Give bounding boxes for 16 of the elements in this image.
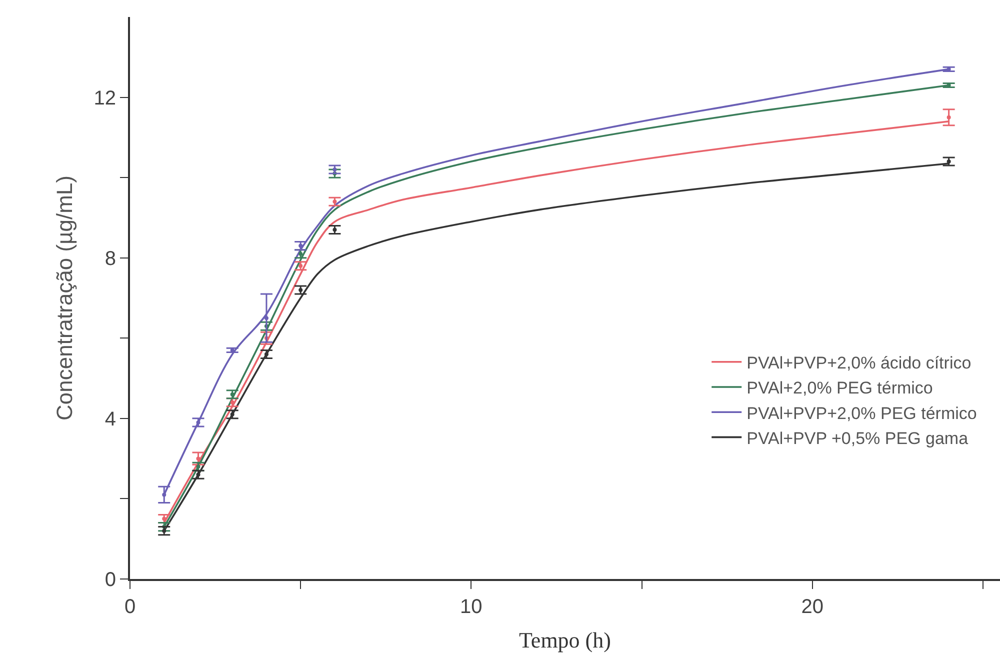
- point: [196, 464, 200, 469]
- y-axis-title: Concentratração (µg/mL): [52, 176, 78, 420]
- y-tick-label: 0: [104, 569, 116, 591]
- point: [196, 420, 200, 424]
- legend-label: PVAl+PVP+2,0% PEG térmico: [746, 404, 977, 423]
- x-tick-label: 10: [460, 596, 482, 618]
- legend-label: PVAl+2,0% PEG térmico: [746, 378, 933, 398]
- legend-label: PVAl+PVP+2,0% ácido cítrico: [746, 354, 972, 373]
- legend-label: PVAl+PVP +0,5% PEG gama: [746, 428, 969, 448]
- point: [162, 492, 166, 497]
- x-axis-title: Tempo (h): [519, 627, 611, 652]
- y-tick-label: 8: [104, 248, 116, 270]
- x-tick-label: 0: [124, 596, 136, 618]
- y-tick-label: 4: [104, 408, 116, 430]
- x-tick-label: 20: [801, 596, 824, 618]
- y-tick-label: 12: [94, 87, 116, 110]
